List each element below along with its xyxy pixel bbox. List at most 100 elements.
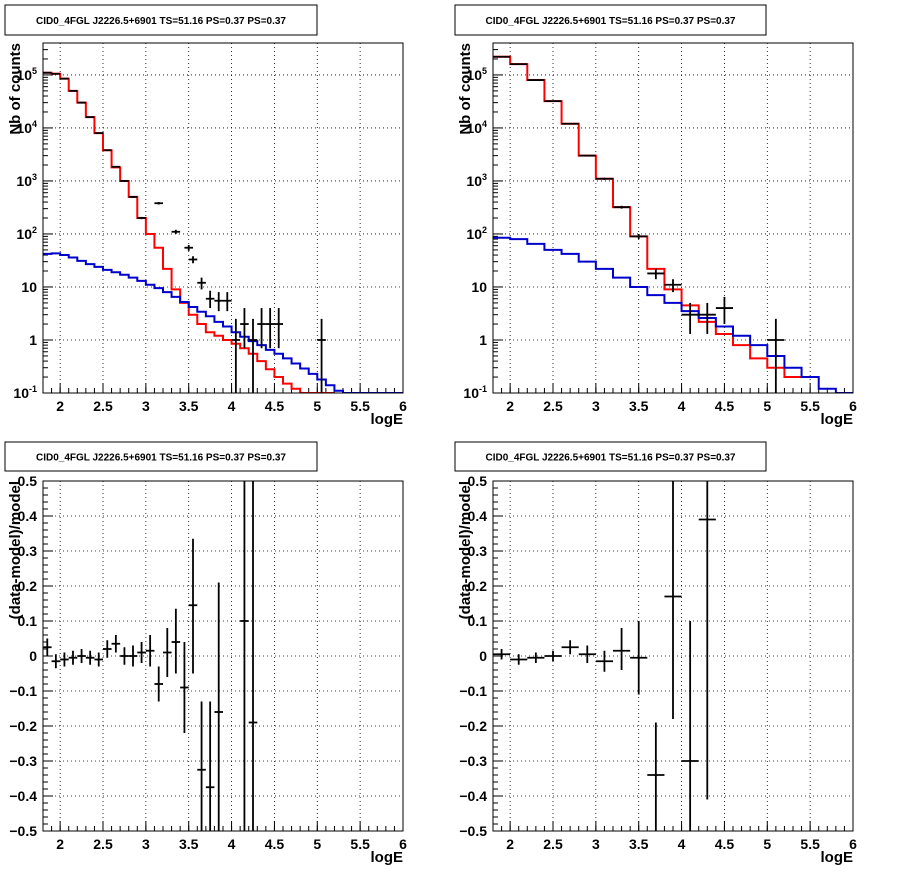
x-tick-label: 5 [763, 836, 771, 852]
x-tick-label: 3 [592, 836, 600, 852]
data-point [510, 654, 528, 665]
y-tick-label: −0.5 [459, 823, 487, 839]
y-tick-label: 0.2 [468, 578, 488, 594]
x-tick-label: 5.5 [350, 398, 370, 414]
x-tick-label: 2.5 [93, 398, 113, 414]
y-tick-label: 103 [466, 172, 487, 189]
y-tick-label: 0.5 [18, 473, 38, 489]
data-point [128, 196, 138, 198]
y-tick-label: −0.1 [9, 683, 37, 699]
data-point [154, 666, 163, 702]
x-axis-label: logE [821, 849, 854, 866]
y-tick-label: −0.5 [9, 823, 37, 839]
x-tick-label: 5 [763, 398, 771, 414]
data-point [103, 640, 112, 658]
data-point [698, 481, 716, 800]
y-tick-label: −0.2 [9, 718, 37, 734]
y-tick-label: −0.4 [9, 788, 37, 804]
data-point [265, 308, 275, 349]
y-tick-label: 0.1 [18, 613, 38, 629]
data-point [248, 481, 258, 831]
x-tick-label: 3 [142, 398, 150, 414]
data-point [145, 635, 155, 667]
y-tick-label: 0.4 [468, 508, 488, 524]
x-tick-label: 3.5 [179, 398, 199, 414]
data-point [317, 318, 326, 393]
data-point [120, 180, 129, 182]
y-tick-label: 102 [466, 225, 487, 242]
series-line-0 [493, 55, 802, 379]
data-point [180, 642, 189, 733]
data-point [137, 642, 146, 663]
title-box [454, 441, 767, 472]
data-point [544, 100, 562, 103]
data-point [103, 149, 112, 152]
y-tick-label: −0.3 [459, 753, 487, 769]
plot-frame [492, 42, 854, 394]
data-point [595, 177, 613, 180]
data-point [595, 650, 613, 672]
x-tick-label: 4 [228, 836, 236, 852]
data-point [205, 701, 215, 831]
x-axis-label: logE [371, 849, 404, 866]
data-point [698, 302, 716, 334]
x-tick-label: 4 [228, 398, 236, 414]
y-tick-label: 104 [466, 119, 487, 136]
data-point [223, 292, 232, 312]
data-point [510, 63, 528, 65]
data-point [544, 650, 562, 662]
data-point [274, 308, 283, 349]
data-point [248, 318, 258, 393]
data-point [578, 645, 596, 663]
x-tick-label: 6 [849, 398, 857, 414]
x-tick-label: 4.5 [715, 836, 735, 852]
x-tick-label: 5.5 [350, 836, 370, 852]
data-point [43, 638, 52, 656]
y-axis-label: Nb of counts [7, 43, 24, 135]
chart-top-right: CID0_4FGL J2226.5+6901 TS=51.16 PS=0.37 … [454, 4, 857, 428]
y-tick-label: 0.3 [18, 543, 38, 559]
data-point [111, 165, 121, 168]
y-tick-label: 10-1 [13, 384, 37, 401]
x-tick-label: 2 [506, 836, 514, 852]
data-point [681, 302, 699, 334]
chart-top-left: CID0_4FGL J2226.5+6901 TS=51.16 PS=0.37 … [4, 4, 407, 428]
data-point [647, 268, 665, 280]
data-point [184, 244, 193, 251]
plot-frame [42, 42, 404, 394]
data-point [664, 279, 682, 293]
data-point [578, 154, 596, 157]
data-point [630, 621, 648, 695]
data-point [681, 621, 699, 831]
data-point [137, 216, 146, 220]
data-point [214, 582, 223, 831]
title-box [4, 441, 318, 472]
y-tick-label: 0.1 [468, 613, 488, 629]
y-tick-label: 10 [21, 279, 37, 295]
data-point [188, 256, 198, 264]
x-tick-label: 6 [399, 398, 407, 414]
y-tick-label: 0.4 [18, 508, 38, 524]
data-point [767, 318, 785, 393]
x-tick-label: 2 [56, 398, 64, 414]
x-tick-label: 2.5 [543, 398, 563, 414]
y-tick-label: −0.3 [9, 753, 37, 769]
data-point [77, 101, 86, 104]
data-point [613, 628, 631, 670]
data-point [51, 654, 61, 669]
data-point [60, 77, 69, 80]
x-tick-label: 3 [142, 836, 150, 852]
data-point [647, 722, 665, 831]
data-point [561, 122, 579, 125]
y-tick-label: −0.2 [459, 718, 487, 734]
plot-area [493, 55, 853, 393]
y-axis-label: (data-model)/model [7, 481, 24, 619]
data-point [257, 308, 266, 349]
data-point [60, 652, 69, 667]
y-tick-label: 105 [466, 66, 487, 83]
data-point [527, 79, 545, 81]
data-point [77, 649, 86, 663]
y-tick-label: 10 [471, 279, 487, 295]
y-tick-label: 103 [16, 172, 37, 189]
